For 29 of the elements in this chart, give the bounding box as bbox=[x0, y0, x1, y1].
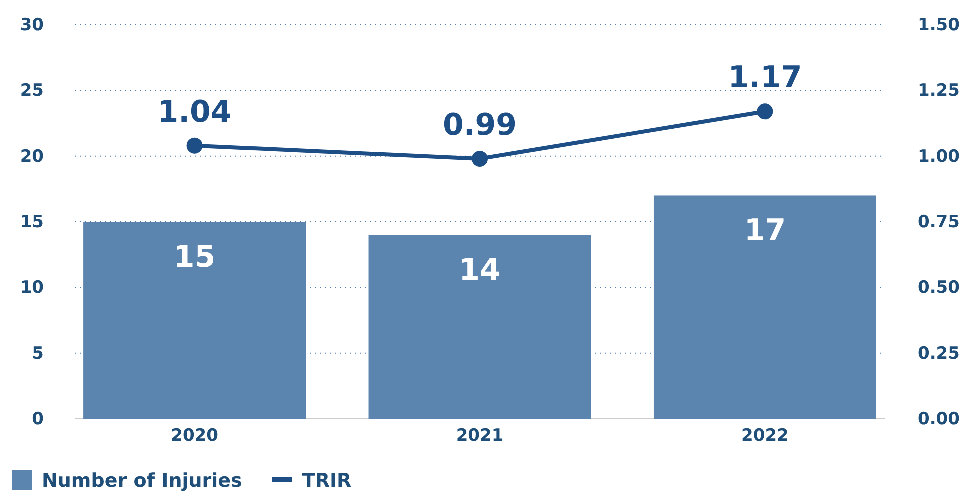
data-label: 1.17 bbox=[728, 60, 802, 96]
y-tick-label: 30 bbox=[20, 15, 44, 36]
y2-tick-label: 0.25 bbox=[918, 344, 960, 364]
y2-tick-label: 1.00 bbox=[918, 146, 960, 167]
data-label: 0.99 bbox=[442, 108, 518, 143]
y-tick-label: 25 bbox=[20, 81, 44, 102]
x-tick-label: 2020 bbox=[171, 426, 219, 446]
legend-label: TRIR bbox=[302, 470, 352, 492]
x-tick-label: 2022 bbox=[742, 426, 789, 446]
data-label: 1.04 bbox=[158, 94, 232, 130]
point bbox=[757, 104, 774, 120]
y-tick-label: 15 bbox=[20, 212, 44, 232]
point bbox=[186, 138, 203, 154]
x-tick-label: 2021 bbox=[456, 426, 504, 446]
y-tick-label: 5 bbox=[32, 344, 44, 364]
y-tick-label: 10 bbox=[20, 278, 44, 298]
data-label: 14 bbox=[459, 253, 501, 288]
y2-tick-label: 0.00 bbox=[918, 409, 960, 430]
y2-tick-label: 0.50 bbox=[918, 278, 960, 298]
data-label: 17 bbox=[744, 214, 786, 249]
y2-tick-label: 1.25 bbox=[918, 81, 960, 102]
point bbox=[472, 150, 488, 167]
y-tick-label: 0 bbox=[32, 409, 44, 430]
y-tick-label: 20 bbox=[20, 146, 44, 167]
bar bbox=[654, 196, 876, 419]
y2-tick-label: 1.50 bbox=[918, 15, 960, 36]
data-label: 15 bbox=[174, 240, 216, 275]
legend-label: Number of Injuries bbox=[42, 470, 242, 492]
y2-tick-label: 0.75 bbox=[918, 212, 960, 232]
